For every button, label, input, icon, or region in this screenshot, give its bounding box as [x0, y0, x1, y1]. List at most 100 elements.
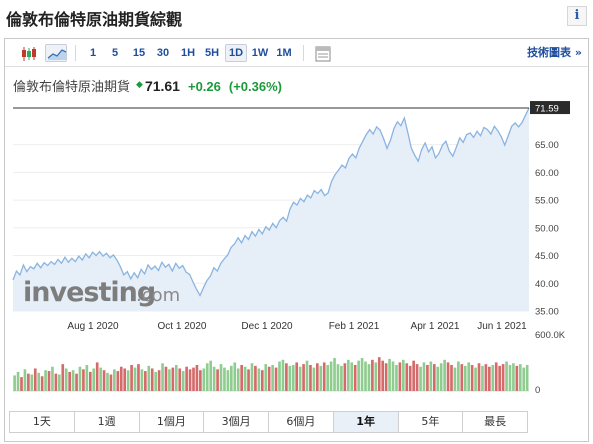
price-change: +0.26: [187, 79, 221, 94]
volume-bar: [518, 364, 522, 391]
volume-bar: [16, 371, 20, 391]
volume-bar: [460, 364, 464, 391]
volume-bar: [402, 359, 405, 391]
volume-bar: [333, 358, 336, 391]
interval-1d[interactable]: 1D: [225, 44, 247, 62]
volume-bar: [371, 359, 374, 391]
volume-bar: [71, 370, 75, 391]
table-icon[interactable]: [311, 44, 333, 62]
volume-bar: [346, 359, 350, 391]
volume-bar: [230, 365, 233, 391]
volume-bar: [512, 363, 515, 391]
volume-bar: [515, 365, 519, 391]
volume-bar: [78, 366, 82, 391]
interval-1[interactable]: 1: [89, 47, 97, 59]
x-tick-label: Dec 1 2020: [241, 321, 293, 332]
volume-bar: [64, 368, 68, 391]
volume-bar: [446, 362, 450, 391]
last-price: 71.61: [144, 78, 180, 94]
candlestick-icon[interactable]: [17, 44, 39, 62]
volume-bar: [498, 365, 501, 391]
volume-bar: [343, 363, 347, 391]
y-tick-label: 60.00: [535, 168, 559, 179]
volume-bar: [144, 371, 147, 391]
interval-5[interactable]: 5: [111, 47, 119, 59]
volume-bar: [102, 370, 106, 391]
volume-bar: [422, 362, 426, 391]
period-6m[interactable]: 6個月: [269, 412, 334, 432]
chart-toolbar: 1 5 15 30 1H 5H 1D 1W 1M 技術圖表 »: [5, 39, 588, 67]
volume-bar: [302, 364, 305, 391]
volume-bar: [426, 365, 429, 391]
x-tick-label: Apr 1 2021: [411, 321, 460, 332]
period-3m[interactable]: 3個月: [204, 412, 269, 432]
period-5y[interactable]: 5年: [399, 412, 464, 432]
volume-bar: [226, 370, 230, 391]
interval-1w[interactable]: 1W: [251, 47, 269, 59]
interval-30[interactable]: 30: [156, 47, 170, 59]
volume-bar: [113, 369, 116, 391]
volume-bar: [281, 359, 285, 391]
up-arrow-icon: ◆: [136, 79, 143, 89]
volume-bar: [260, 370, 264, 391]
volume-bar: [488, 366, 491, 391]
volume-bar: [40, 376, 44, 391]
volume-bar: [388, 358, 391, 391]
volume-bar: [161, 363, 164, 391]
technical-chart-link[interactable]: 技術圖表 »: [527, 46, 582, 59]
volume-bar: [384, 363, 388, 391]
volume-bar: [508, 365, 512, 391]
volume-bar: [95, 362, 99, 391]
volume-bar: [357, 360, 360, 391]
volume-bar: [150, 368, 154, 391]
volume-bar: [477, 363, 481, 391]
volume-bar: [168, 369, 171, 391]
volume-bar: [205, 363, 209, 391]
volume-bar: [47, 371, 51, 391]
y-tick-label: 55.00: [535, 196, 559, 207]
info-icon[interactable]: i: [567, 6, 587, 26]
interval-15[interactable]: 15: [132, 47, 146, 59]
watermark-logo: investing: [23, 277, 155, 308]
period-1y[interactable]: 1年: [333, 412, 399, 432]
volume-bar: [188, 369, 192, 391]
interval-1m[interactable]: 1M: [276, 47, 292, 59]
volume-bar: [264, 364, 268, 391]
volume-bar: [202, 368, 206, 391]
period-1d[interactable]: 1天: [10, 412, 75, 432]
period-selector: 1天 1週 1個月 3個月 6個月 1年 5年 最長: [9, 411, 528, 433]
volume-bar: [374, 362, 378, 391]
volume-bar: [75, 373, 78, 391]
volume-bar: [254, 365, 257, 391]
volume-bar: [412, 360, 415, 391]
period-max[interactable]: 最長: [484, 415, 507, 428]
period-1m[interactable]: 1個月: [140, 412, 205, 432]
volume-bar: [298, 366, 302, 391]
x-tick-label: Aug 1 2020: [67, 321, 119, 332]
volume-bar: [453, 367, 457, 391]
volume-bar: [223, 367, 226, 391]
volume-bar: [154, 371, 157, 391]
volume-bar: [240, 365, 243, 391]
volume-bar: [295, 362, 299, 391]
volume-bar: [68, 371, 71, 391]
volume-bar: [216, 369, 219, 391]
volume-bar: [219, 364, 223, 391]
area-chart-icon[interactable]: [45, 44, 67, 62]
volume-bar: [137, 364, 140, 391]
period-1w[interactable]: 1週: [75, 412, 140, 432]
volume-bar: [316, 363, 319, 391]
volume-bar: [171, 367, 175, 391]
volume-bar: [367, 364, 371, 391]
volume-bar: [209, 360, 213, 391]
interval-5h[interactable]: 5H: [204, 47, 220, 59]
chart-widget: 1 5 15 30 1H 5H 1D 1W 1M 技術圖表 » 倫敦布倫特原油期…: [4, 38, 589, 442]
price-chart[interactable]: 71.59 35.00 40.00 45.00 50.00 55.00 60.00 65.00…: [5, 39, 590, 411]
price-change-percent: (+0.36%): [228, 79, 283, 94]
volume-bar: [185, 366, 188, 391]
interval-1h[interactable]: 1H: [180, 47, 196, 59]
volume-max-label: 600.0K: [535, 330, 566, 341]
volume-bar: [236, 368, 240, 391]
volume-bar: [51, 366, 54, 391]
volume-bar: [157, 370, 161, 391]
